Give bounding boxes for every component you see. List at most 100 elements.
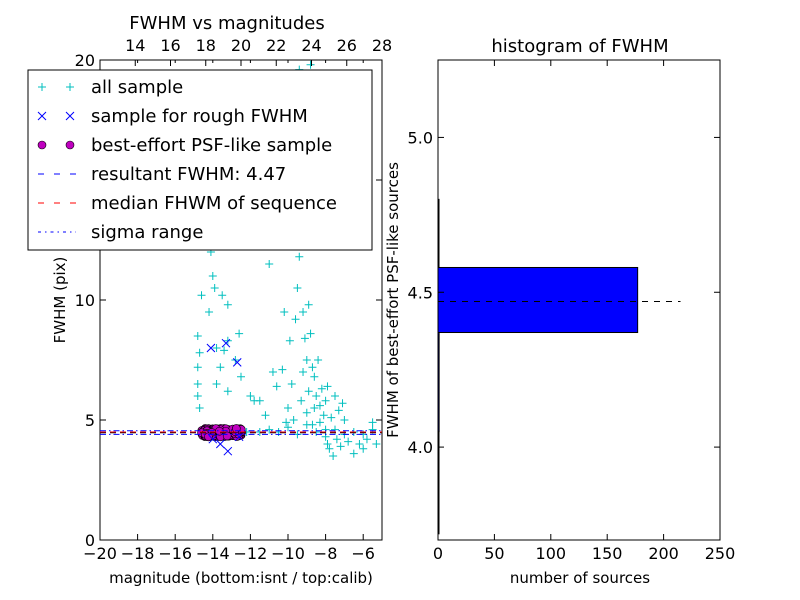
all-sample-point (321, 396, 330, 405)
right-axes: 0 50 100 150 200 250 4.0 4.5 5.0 (408, 60, 735, 563)
y-tick-label: 10 (75, 291, 95, 310)
top-x-tick-label: 22 (266, 36, 286, 55)
legend-item: sigma range (38, 222, 203, 243)
all-sample-point (212, 380, 221, 388)
all-sample-point (223, 387, 232, 396)
x-tick-label: 50 (484, 544, 504, 563)
left-chart-title: FWHM vs magnitudes (129, 13, 324, 34)
x-tick-label: −6 (351, 544, 375, 563)
y-tick-label: 20 (75, 51, 95, 70)
legend-label: median FHWM of sequence (91, 193, 337, 214)
rough-fwhm-sample-point (208, 434, 218, 444)
left-y-axis-label: FWHM (pix) (51, 257, 69, 344)
all-sample-point (278, 365, 287, 374)
top-x-tick-label: 16 (160, 36, 180, 55)
x-tick-label: −8 (314, 544, 338, 563)
y-tick-label: 5.0 (408, 128, 433, 147)
top-x-tick-label: 28 (372, 36, 392, 55)
all-sample-point (246, 392, 255, 400)
all-sample-point (272, 382, 281, 391)
left-reference-lines (100, 430, 382, 435)
legend-label: sample for rough FWHM (91, 106, 308, 127)
x-tick-label: −10 (271, 544, 305, 563)
all-sample-point (193, 380, 202, 388)
all-sample-point (317, 384, 326, 393)
legend-label: all sample (91, 77, 183, 98)
all-sample-point (195, 404, 204, 412)
x-tick-label: 100 (536, 544, 567, 563)
all-sample-point (212, 344, 221, 352)
all-sample-point (289, 416, 298, 424)
all-sample-point (293, 284, 302, 292)
top-x-tick-label: 26 (337, 36, 357, 55)
all-sample-point (299, 368, 308, 376)
all-sample-point (291, 315, 300, 324)
legend-label: best-effort PSF-like sample (91, 135, 332, 156)
all-sample-point (334, 406, 343, 415)
all-sample-point (332, 435, 341, 444)
all-sample-point (193, 392, 202, 400)
y-tick-label: 4.5 (408, 283, 433, 302)
y-tick-label: 0 (85, 531, 95, 550)
top-x-tick-label: 18 (196, 36, 216, 55)
rough-fwhm-sample-point (221, 338, 231, 348)
all-sample-point (306, 329, 315, 338)
all-sample-point (255, 396, 264, 405)
all-sample-point (300, 334, 309, 343)
all-sample-point (362, 435, 371, 444)
x-tick-label: −14 (196, 544, 230, 563)
histogram-bars (437, 198, 681, 535)
left-x-axis-label: magnitude (bottom:isnt / top:calib) (109, 569, 373, 587)
all-sample-point (310, 404, 319, 412)
all-sample-point (349, 449, 358, 458)
all-sample-point (323, 440, 332, 448)
all-sample-point (237, 372, 245, 381)
x-tick-label: −18 (121, 544, 155, 563)
all-sample-point (331, 392, 339, 400)
top-x-tick-label: 20 (231, 36, 251, 55)
all-sample-point (314, 356, 323, 364)
rough-fwhm-sample-point (232, 358, 242, 367)
all-sample-point (310, 372, 319, 381)
all-sample-point (195, 348, 204, 357)
all-sample-point (338, 399, 347, 408)
legend-label: resultant FWHM: 4.47 (91, 164, 286, 185)
x-tick-label: −20 (83, 544, 117, 563)
all-sample-point (308, 363, 317, 372)
all-sample-point (268, 368, 277, 376)
all-sample-point (304, 387, 313, 396)
all-sample-point (308, 420, 317, 429)
x-tick-label: 150 (592, 544, 623, 563)
all-sample-point (315, 401, 324, 410)
all-sample-point (265, 260, 274, 268)
top-x-tick-label: 14 (125, 36, 145, 55)
all-sample-point (325, 444, 334, 453)
all-sample-point (284, 423, 292, 432)
legend-item: best-effort PSF-like sample (37, 135, 332, 156)
rough-fwhm-sample-point (206, 343, 216, 353)
all-sample-point (329, 452, 338, 460)
all-sample-point (323, 382, 332, 391)
rough-fwhm-sample-point (223, 446, 233, 456)
all-sample-point (368, 418, 377, 427)
all-sample-point (265, 425, 274, 434)
top-x-tick-label: 24 (301, 36, 321, 55)
all-sample-point (216, 363, 225, 372)
all-sample-point (299, 308, 308, 316)
all-sample-point (355, 440, 364, 448)
all-sample-point (280, 308, 289, 316)
all-sample-point (295, 252, 304, 261)
all-sample-point (218, 291, 227, 300)
all-sample-point (208, 272, 217, 280)
all-sample-point (340, 416, 349, 424)
histogram-bar (437, 266, 639, 334)
x-tick-label: −12 (234, 544, 268, 563)
y-tick-label: 5 (85, 411, 95, 430)
right-chart-title: histogram of FWHM (491, 36, 668, 57)
all-sample-point (197, 291, 206, 300)
all-sample-point (235, 329, 244, 338)
right-y-axis-label: FWHM of best-effort PSF-like sources (384, 162, 402, 438)
all-sample-point (210, 284, 219, 292)
all-sample-point (304, 300, 313, 309)
